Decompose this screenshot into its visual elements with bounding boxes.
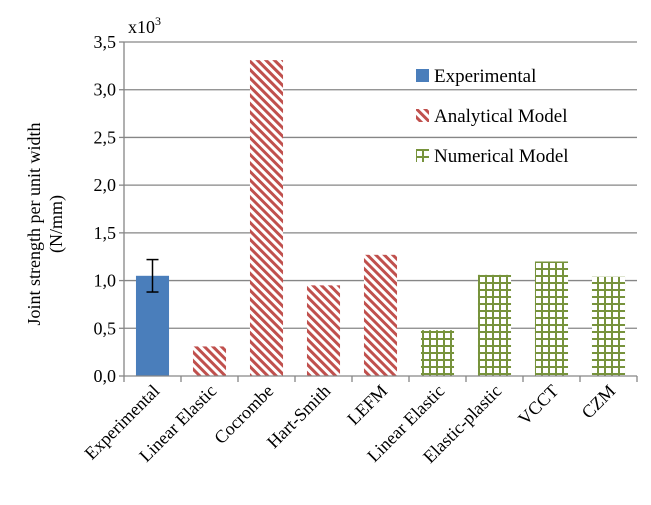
y-tick-label: 1,5 (94, 223, 117, 243)
error-bar (146, 258, 159, 293)
legend-swatch-numerical (416, 149, 429, 162)
bar-numerical-model (420, 330, 455, 376)
bar-analytical-model (306, 285, 341, 376)
bar-numerical-model (477, 274, 512, 376)
legend-swatch-experimental (416, 69, 429, 82)
y-tick-label: 0,0 (94, 366, 117, 386)
x-category-label: LEFM (343, 381, 391, 429)
legend-label-experimental: Experimental (434, 66, 536, 87)
y-axis-title: Joint strength per unit width (N/mm) (24, 123, 67, 326)
legend-swatch-analytical (416, 109, 429, 122)
bars (135, 60, 626, 376)
bar-numerical-model (534, 261, 569, 376)
bar-analytical-model (249, 60, 284, 376)
y-axis-scale-note: x103 (128, 14, 161, 37)
axes (119, 41, 638, 382)
x-category-label: VCCT (514, 381, 562, 429)
y-axis-title-line-2: (N/mm) (46, 195, 67, 253)
x-category-label: CZM (578, 381, 620, 423)
y-tick-labels: 0,0 0,5 1,0 1,5 2,0 2,5 3,0 3,5 (94, 32, 117, 386)
scale-exponent: 3 (155, 14, 161, 28)
y-tick-label: 3,5 (94, 32, 117, 52)
y-tick-label: 0,5 (94, 318, 117, 338)
bar-analytical-model (192, 346, 227, 376)
gridlines (124, 41, 637, 329)
bar-analytical-model (363, 254, 398, 376)
y-tick-label: 1,0 (94, 271, 117, 291)
legend-label-analytical: Analytical Model (434, 106, 568, 127)
legend-label-numerical: Numerical Model (434, 146, 569, 167)
bar-numerical-model (591, 276, 626, 376)
y-tick-label: 3,0 (94, 80, 117, 100)
y-axis-title-line-1: Joint strength per unit width (24, 123, 44, 326)
y-tick-label: 2,5 (94, 127, 117, 147)
y-tick-label: 2,0 (94, 175, 117, 195)
legend: Experimental Analytical Model Numerical … (416, 66, 569, 167)
